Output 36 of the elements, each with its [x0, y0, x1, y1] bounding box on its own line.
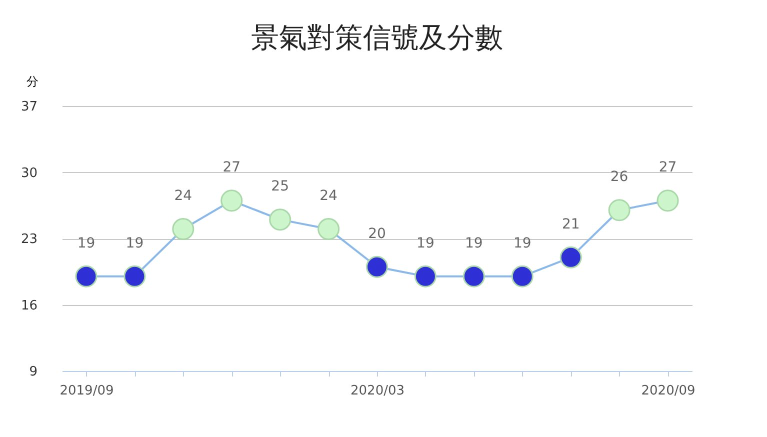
- point: [75, 265, 98, 288]
- data-label: 25: [271, 178, 289, 195]
- point: [172, 218, 194, 240]
- data-label: 19: [465, 235, 483, 252]
- point: [414, 265, 436, 288]
- x-tick-label: 2020/03: [350, 384, 405, 398]
- point: [124, 265, 146, 288]
- data-label: 24: [174, 188, 192, 204]
- point: [560, 246, 582, 268]
- point: [656, 190, 679, 212]
- x-tick-label: 2020/09: [641, 384, 696, 398]
- data-label: 19: [126, 235, 144, 252]
- x-tick-label: 2019/09: [60, 384, 114, 398]
- y-tick-label: 37: [20, 100, 38, 114]
- data-label: 27: [658, 160, 677, 176]
- data-label: 20: [368, 226, 386, 242]
- chart-title: 景氣對策信號及分數: [251, 21, 503, 54]
- y-tick-label: 30: [20, 166, 38, 181]
- y-axis-title: 分: [26, 74, 38, 88]
- point: [608, 199, 630, 222]
- data-label: 19: [77, 235, 96, 252]
- data-label: 26: [610, 169, 628, 186]
- point: [366, 256, 388, 278]
- y-tick-label: 16: [20, 298, 38, 314]
- y-tick-label: 9: [29, 364, 38, 380]
- data-label: 21: [562, 216, 580, 232]
- data-label: 27: [222, 160, 241, 176]
- y-tick-label: 23: [20, 232, 38, 247]
- point: [269, 208, 292, 231]
- data-label: 19: [513, 235, 532, 252]
- data-label: 24: [320, 188, 338, 204]
- point: [220, 190, 243, 212]
- point: [511, 265, 534, 288]
- data-label: 19: [416, 235, 434, 252]
- point: [318, 218, 340, 240]
- point: [462, 265, 485, 288]
